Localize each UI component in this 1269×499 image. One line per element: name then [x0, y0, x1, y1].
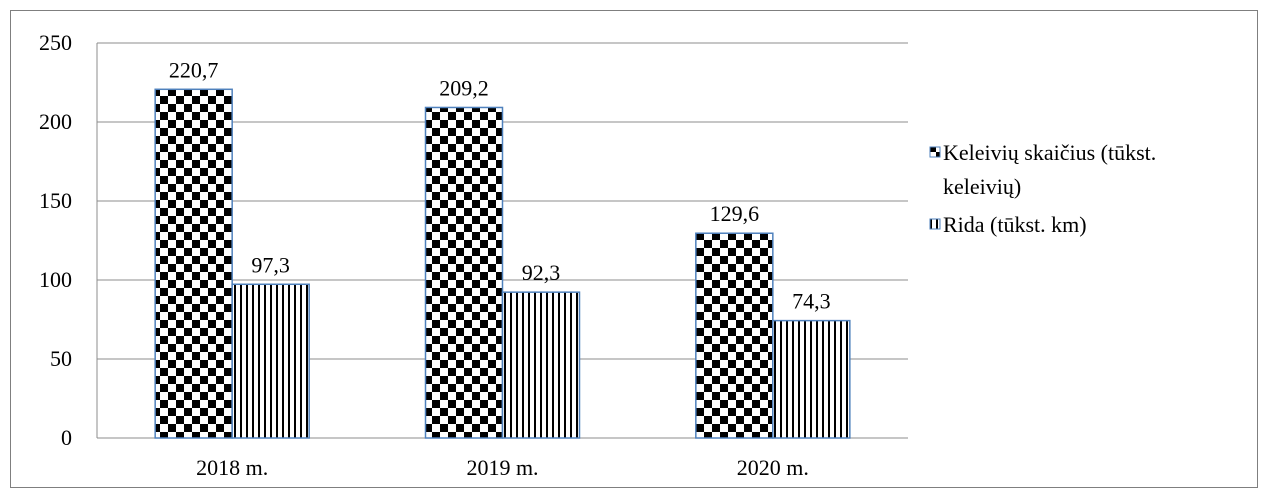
data-label: 220,7 [169, 57, 219, 82]
legend-label: Keleivių skaičius (tūkst. [943, 140, 1156, 165]
y-tick-label: 250 [39, 30, 72, 55]
data-labels: 220,7 97,3 209,2 92,3 129,6 74,3 [169, 57, 831, 313]
y-tick-label: 200 [39, 109, 72, 134]
bar-mileage-0 [231, 283, 310, 439]
data-label: 129,6 [710, 201, 760, 226]
x-tick-label: 2018 m. [196, 455, 268, 480]
y-tick-label: 50 [50, 346, 72, 371]
data-label: 97,3 [251, 252, 290, 277]
data-label: 209,2 [439, 75, 489, 100]
bar-passengers-2 [695, 232, 774, 439]
legend-label: keleivių) [943, 174, 1021, 199]
legend-swatch-1 [929, 218, 941, 230]
y-tick-label: 100 [39, 267, 72, 292]
data-label: 92,3 [522, 260, 561, 285]
legend-label: Rida (tūkst. km) [943, 212, 1087, 237]
x-tick-label: 2020 m. [737, 455, 809, 480]
bar-passengers-0 [154, 88, 233, 439]
bar-passengers-1 [424, 106, 504, 439]
y-axis-ticks: 0 50 100 150 200 250 [39, 30, 72, 450]
bars [154, 88, 851, 439]
legend-swatch-0 [929, 146, 941, 158]
bar-mileage-2 [772, 319, 851, 439]
x-tick-label: 2019 m. [466, 455, 538, 480]
legend: Keleivių skaičius (tūkst. keleivių) Rida (… [929, 140, 1156, 237]
y-tick-label: 0 [61, 425, 72, 450]
x-axis-ticks: 2018 m. 2019 m. 2020 m. [196, 455, 809, 480]
bar-mileage-1 [501, 291, 581, 439]
y-tick-label: 150 [39, 188, 72, 213]
data-label: 74,3 [792, 289, 831, 314]
